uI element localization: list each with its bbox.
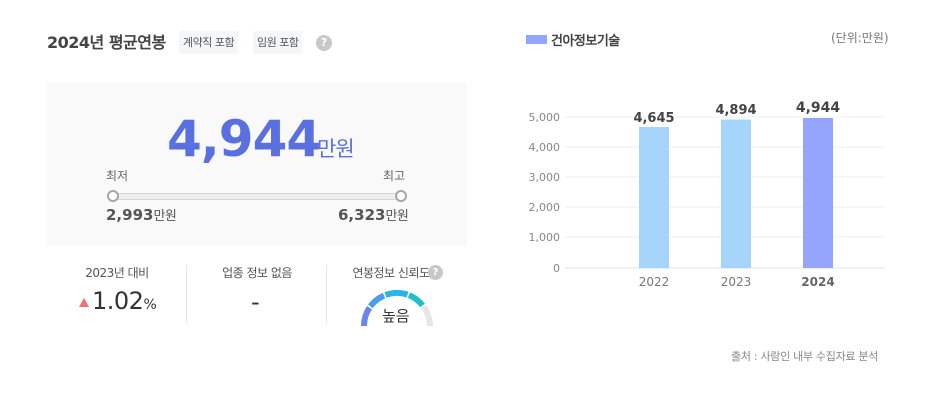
average-salary-value: 4,944: [167, 110, 321, 168]
legend-swatch-icon: [526, 35, 547, 44]
y-axis-ticks: 5,000 4,000 3,000 2,000 1,000 0: [529, 111, 561, 275]
industry-value: -: [251, 288, 260, 316]
svg-text:0: 0: [553, 262, 560, 275]
svg-text:2022: 2022: [639, 275, 670, 289]
yoy-value: 1.02: [92, 287, 144, 315]
svg-text:4,000: 4,000: [529, 141, 561, 154]
svg-text:2,000: 2,000: [529, 201, 561, 214]
max-label: 최고: [383, 169, 406, 183]
contract-included-chip: 계약직 포함: [179, 31, 239, 54]
svg-text:5,000: 5,000: [529, 111, 561, 124]
max-salary-value: 6,323: [338, 206, 386, 224]
average-salary-unit: 만원: [317, 137, 355, 161]
chart-unit: (단위:만원): [831, 31, 889, 45]
reliability-gauge-icon: [360, 289, 433, 327]
yoy-unit: %: [143, 297, 157, 313]
svg-text:2023: 2023: [721, 275, 752, 289]
svg-text:4,894: 4,894: [715, 103, 756, 118]
up-arrow-icon: [79, 298, 89, 307]
legend-company-name: 건아정보기술: [551, 34, 620, 49]
max-salary: 6,323만원: [338, 205, 409, 224]
min-salary-value: 2,993: [106, 206, 154, 224]
yoy-change: 1.02%: [79, 287, 157, 315]
divider: [186, 265, 187, 323]
bar-2022: [639, 127, 669, 268]
bar-value-labels: 4,645 4,894 4,944: [633, 100, 840, 126]
bars: [639, 118, 833, 268]
svg-text:4,645: 4,645: [633, 111, 674, 126]
reliability-help-icon[interactable]: ?: [428, 265, 443, 280]
help-icon[interactable]: ?: [316, 35, 332, 51]
svg-text:1,000: 1,000: [529, 231, 561, 244]
min-label: 최저: [106, 169, 129, 183]
svg-text:3,000: 3,000: [529, 171, 561, 184]
salary-range-bar: [112, 193, 402, 200]
max-salary-unit: 만원: [385, 209, 409, 224]
industry-label: 업종 정보 없음: [222, 266, 292, 280]
yoy-label: 2023년 대비: [85, 266, 149, 280]
x-axis-labels: 2022 2023 2024: [639, 275, 835, 289]
min-salary-unit: 만원: [153, 209, 177, 224]
bar-2024: [803, 118, 833, 268]
reliability-value: 높음: [382, 307, 410, 325]
min-salary: 2,993만원: [106, 205, 177, 224]
svg-text:4,944: 4,944: [796, 100, 841, 116]
min-marker-icon: [107, 190, 119, 202]
average-salary-card: [47, 83, 467, 246]
salary-bar-chart: 5,000 4,000 3,000 2,000 1,000 0 4,645 4,…: [529, 100, 885, 289]
svg-text:2024: 2024: [801, 275, 834, 289]
divider: [326, 265, 327, 323]
reliability-label: 연봉정보 신뢰도: [352, 266, 430, 280]
page-title: 2024년 평균연봉: [47, 33, 166, 52]
executive-included-chip: 임원 포함: [253, 31, 303, 54]
data-source: 출처 : 사람인 내부 수집자료 분석: [731, 350, 879, 363]
max-marker-icon: [395, 190, 407, 202]
bar-2023: [721, 119, 751, 268]
